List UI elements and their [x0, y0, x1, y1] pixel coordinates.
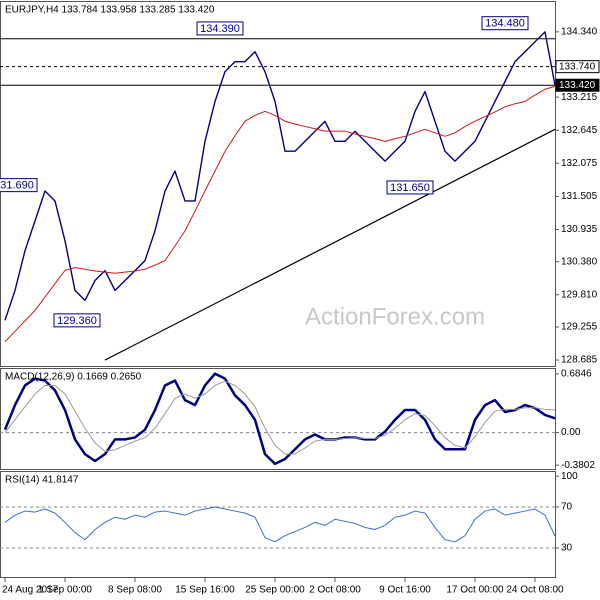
panel-title: EURJPY,H4 133.784 133.958 133.285 133.42… [5, 5, 215, 16]
price-label-box [196, 21, 244, 36]
price-label-box [481, 16, 529, 31]
x-tick-label: 15 Sep 16:00 [175, 585, 235, 596]
price-label-box [386, 180, 434, 195]
series-line [4, 506, 556, 543]
price-label-box [0, 178, 38, 193]
price-label-box [53, 313, 101, 328]
y-tick-label: -0.3802 [561, 460, 595, 471]
level-label: 133.420 [559, 80, 596, 91]
y-tick-label: 132.645 [561, 125, 598, 136]
series-line [4, 85, 556, 343]
y-tick-label: 130.380 [561, 256, 598, 267]
x-tick-label: 24 Oct 08:00 [506, 585, 564, 596]
series-line [4, 31, 556, 321]
x-tick-label: 17 Oct 00:00 [446, 585, 504, 596]
price-label: 131.650 [390, 182, 430, 194]
x-tick-label: 8 Sep 08:00 [108, 585, 162, 596]
x-tick-label: 24 Aug 2017 [2, 585, 59, 596]
y-tick-label: 130.935 [561, 224, 598, 235]
y-tick-label: 30 [561, 543, 573, 554]
series-line [3, 372, 556, 466]
level-label-box [555, 78, 600, 92]
x-tick-label: 9 Oct 16:00 [379, 585, 431, 596]
price-label: 129.360 [57, 315, 97, 327]
y-tick-label: 70 [561, 502, 573, 513]
price-label: 131.690 [0, 180, 34, 192]
y-tick-label: 128.685 [561, 355, 598, 366]
y-tick-label: 0.6846 [561, 369, 592, 380]
y-tick-label: 100 [561, 471, 578, 482]
panel-title: RSI(14) 41.8147 [5, 475, 79, 486]
y-tick-label: 0.00 [561, 427, 581, 438]
y-tick-label: 131.505 [561, 191, 598, 202]
x-tick-label: 1 Sep 00:00 [38, 585, 92, 596]
level-label: 133.740 [559, 61, 596, 72]
rsi-panel [0, 471, 556, 578]
y-tick-label: 129.255 [561, 322, 598, 333]
y-tick-label: 133.215 [561, 92, 598, 103]
macd-panel [0, 368, 556, 470]
y-tick-label: 129.810 [561, 289, 598, 300]
trend-line [104, 128, 556, 361]
x-tick-label: 25 Sep 00:00 [245, 585, 305, 596]
price-label: 134.390 [200, 23, 240, 35]
y-tick-label: 134.340 [561, 26, 598, 37]
watermark: ActionForex.com [305, 303, 485, 330]
x-tick-label: 2 Oct 08:00 [309, 585, 361, 596]
price-label: 134.480 [485, 18, 525, 30]
panel-title: MACD(12,26,9) 0.1669 0.2650 [5, 372, 142, 383]
series-line [4, 380, 556, 455]
level-label-box [555, 60, 600, 74]
y-tick-label: 132.075 [561, 158, 598, 169]
